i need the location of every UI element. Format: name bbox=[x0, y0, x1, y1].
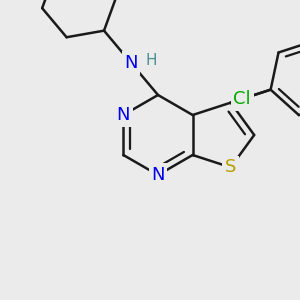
Text: H: H bbox=[145, 53, 157, 68]
Text: Cl: Cl bbox=[233, 90, 251, 108]
Text: N: N bbox=[117, 106, 130, 124]
Text: S: S bbox=[225, 158, 236, 176]
Text: N: N bbox=[151, 166, 165, 184]
Text: N: N bbox=[124, 54, 138, 72]
